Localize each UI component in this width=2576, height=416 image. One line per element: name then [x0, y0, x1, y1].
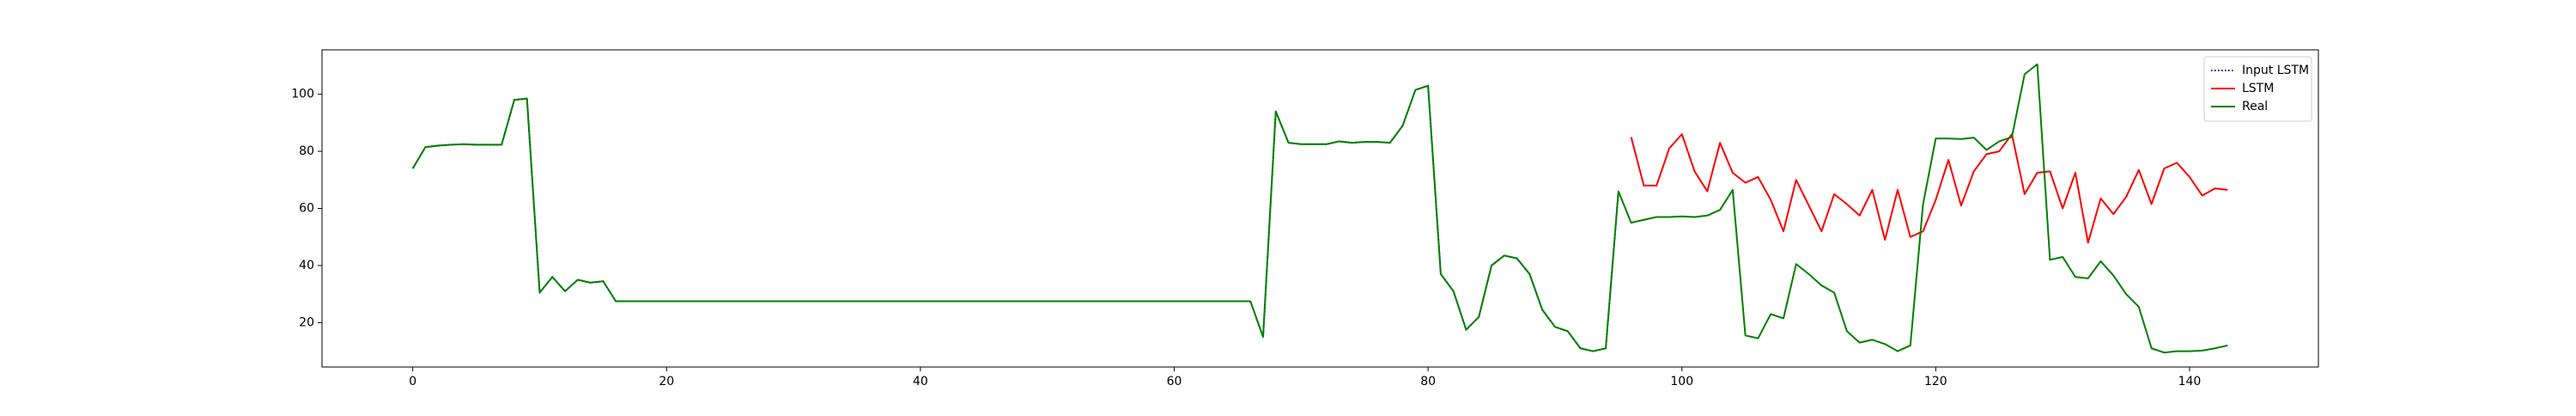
y-tick-label: 80: [299, 144, 314, 158]
y-tick-label: 40: [299, 259, 314, 272]
legend-label: Real: [2242, 100, 2268, 113]
x-tick-label: 60: [1167, 375, 1182, 388]
plot-frame: [321, 49, 2319, 368]
series-line: [1630, 133, 2228, 244]
x-tick-label: 80: [1420, 375, 1436, 388]
legend-label: Input LSTM: [2242, 64, 2309, 77]
x-tick-label: 100: [1670, 375, 1693, 388]
y-tick-label: 100: [291, 88, 314, 101]
x-tick-label: 120: [1924, 375, 1947, 388]
legend: Input LSTM LSTM Real: [2203, 56, 2312, 122]
y-tick-label: 60: [299, 202, 314, 216]
x-tick-label: 140: [2178, 375, 2202, 388]
x-tick-label: 20: [659, 375, 674, 388]
x-tick-label: 0: [409, 375, 416, 388]
y-tick-label: 20: [299, 315, 314, 329]
x-tick-label: 40: [913, 375, 928, 388]
legend-box: [2203, 56, 2312, 122]
legend-label: LSTM: [2242, 82, 2274, 95]
series-line: [411, 63, 2228, 354]
